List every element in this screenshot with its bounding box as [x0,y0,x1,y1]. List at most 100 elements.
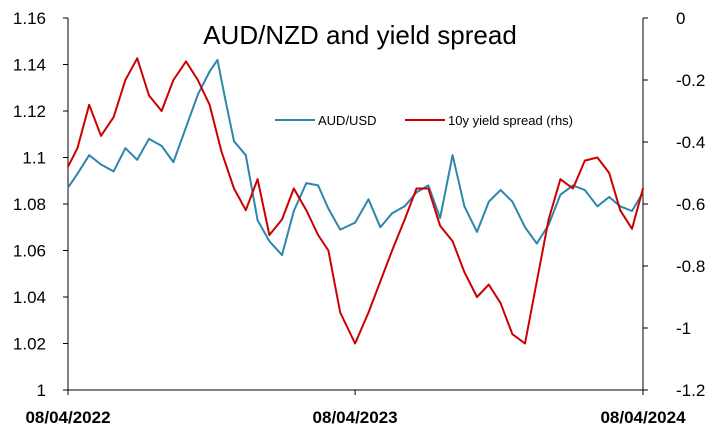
right-tick-label: -0.4 [676,133,705,152]
data-point-yield-spread [317,234,319,236]
left-tick-label: 1 [37,381,46,400]
data-point-aud-usd [317,184,319,187]
data-point-yield-spread [88,103,91,106]
data-point-aud-usd [596,205,599,208]
data-point-aud-usd [499,189,502,191]
data-point-aud-usd [148,138,150,140]
data-point-yield-spread [583,159,586,162]
data-point-aud-usd [631,210,633,212]
right-tick-label: -0.6 [676,195,705,214]
data-point-aud-usd [451,154,454,157]
data-point-aud-usd [216,59,219,61]
data-point-yield-spread [244,209,247,212]
data-point-aud-usd [535,242,538,245]
data-point-yield-spread [208,103,211,106]
left-tick-label: 1.12 [13,102,46,121]
data-point-yield-spread [403,218,406,221]
data-point-aud-usd [100,163,102,166]
data-point-aud-usd [196,93,199,96]
data-point-yield-spread [196,79,199,81]
data-point-aud-usd [339,228,342,231]
left-tick-label: 1.14 [13,56,46,75]
data-point-aud-usd [524,226,526,229]
data-point-yield-spread [511,333,514,336]
data-point-yield-spread [619,209,622,212]
legend-label-aud-usd: AUD/USD [318,113,377,128]
data-point-yield-spread [415,187,418,190]
data-point-yield-spread [292,187,295,190]
data-point-yield-spread [427,187,430,190]
data-point-yield-spread [233,187,235,190]
data-point-aud-usd [327,207,330,210]
data-point-yield-spread [451,240,454,243]
data-point-yield-spread [185,60,187,63]
data-point-aud-usd [487,200,490,203]
data-point-aud-usd [463,205,466,208]
left-tick-label: 1.06 [13,242,46,261]
right-tick-label: -1.2 [676,381,705,400]
data-point-yield-spread [354,342,356,345]
data-point-aud-usd [67,186,69,189]
data-point-aud-usd [244,154,247,157]
legend-label-yield-spread: 10y yield spread (rhs) [448,113,573,128]
series-line-aud-usd [67,58,644,257]
data-point-yield-spread [391,249,393,252]
data-point-yield-spread [172,79,175,81]
data-point-yield-spread [112,116,115,119]
data-point-aud-usd [559,193,562,196]
data-point-aud-usd [583,189,586,191]
data-point-aud-usd [224,98,227,101]
data-point-yield-spread [305,209,308,212]
data-point-aud-usd [608,196,611,198]
data-point-yield-spread [631,227,633,230]
data-point-yield-spread [327,249,330,252]
data-point-aud-usd [268,240,271,243]
right-tick-label: -1 [676,319,691,338]
data-point-aud-usd [305,182,308,185]
data-point-yield-spread [67,165,69,168]
data-point-aud-usd [256,219,259,222]
chart-title: AUD/NZD and yield spread [203,20,517,50]
data-point-aud-usd [391,212,393,215]
data-point-aud-usd [292,210,295,212]
data-point-yield-spread [367,311,370,314]
data-point-aud-usd [233,140,235,143]
data-point-yield-spread [124,79,127,81]
data-point-aud-usd [124,147,127,150]
data-point-aud-usd [88,154,91,157]
legend: AUD/USD 10y yield spread (rhs) [275,113,573,128]
right-tick-label: 0 [676,9,685,28]
data-point-yield-spread [281,218,283,221]
data-point-yield-spread [256,178,259,181]
right-tick-label: -0.8 [676,257,705,276]
data-point-aud-usd [136,158,139,161]
x-tick-label: 08/04/2024 [600,408,686,427]
data-point-yield-spread [439,224,441,227]
data-point-aud-usd [511,200,514,203]
left-tick-label: 1.04 [13,288,46,307]
left-tick-label: 1.16 [13,9,46,28]
data-point-yield-spread [220,150,223,153]
data-point-yield-spread [160,110,163,112]
data-point-aud-usd [403,205,406,208]
data-point-yield-spread [148,94,150,97]
data-point-yield-spread [268,234,271,236]
data-point-aud-usd [367,198,370,201]
data-point-aud-usd [172,161,175,164]
data-point-yield-spread [100,134,102,137]
data-point-aud-usd [208,70,211,73]
left-tick-label: 1.1 [22,149,46,168]
x-tick-label: 08/04/2023 [313,408,398,427]
left-tick-label: 1.08 [13,195,46,214]
data-point-aud-usd [476,231,478,233]
data-point-aud-usd [427,184,430,187]
right-tick-label: -0.2 [676,71,705,90]
data-point-yield-spread [524,342,526,345]
data-point-yield-spread [535,280,538,283]
x-tick-label: 08/04/2022 [25,408,110,427]
data-point-aud-usd [112,170,115,173]
data-point-yield-spread [596,156,599,159]
data-point-aud-usd [185,126,187,129]
